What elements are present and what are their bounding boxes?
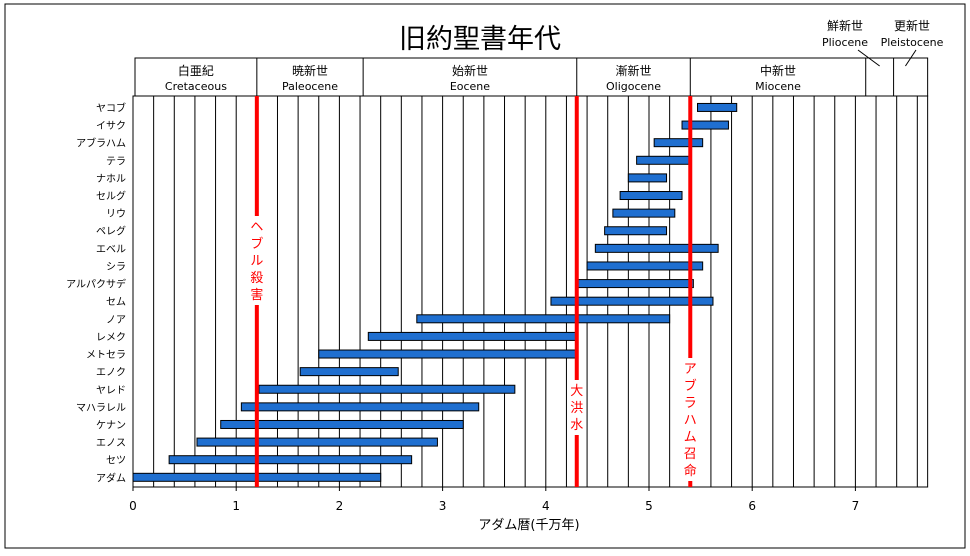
- x-tick-label: 1: [232, 499, 240, 513]
- event-label-bg: [249, 216, 264, 305]
- event-label-bg: [683, 358, 698, 481]
- event-label: 大洪水: [570, 384, 583, 433]
- category-label: セツ: [106, 455, 126, 467]
- category-label: アブラハム: [76, 137, 126, 150]
- epoch-leader-line: [905, 49, 917, 67]
- category-label: レメク: [96, 331, 126, 343]
- event-label: アブラハム召命: [684, 362, 697, 479]
- category-label: ノア: [106, 315, 126, 326]
- category-label: ペレグ: [96, 225, 126, 238]
- category-label: ヤコブ: [96, 101, 126, 114]
- category-label: テラ: [106, 155, 126, 167]
- epoch-label-en: Oligocene: [606, 80, 661, 93]
- bar: [240, 402, 480, 412]
- category-label: アルパクサデ: [66, 278, 126, 291]
- epoch-label-jp: 中新世: [760, 63, 796, 78]
- bar: [196, 437, 438, 447]
- bar: [586, 261, 704, 271]
- x-tick-label: 4: [542, 499, 550, 513]
- x-tick-label: 7: [852, 499, 860, 513]
- category-label: セルグ: [96, 190, 126, 203]
- bar: [550, 296, 714, 306]
- bar: [258, 384, 516, 394]
- category-label: マハラレル: [76, 402, 126, 414]
- epoch-label-jp: 漸新世: [616, 63, 652, 78]
- epoch-label-jp: 白亜紀: [178, 63, 214, 78]
- bar: [612, 208, 676, 218]
- epoch-label-en: Miocene: [755, 80, 801, 93]
- epoch-label-jp: 鮮新世: [827, 18, 863, 33]
- category-label: エベル: [96, 243, 126, 255]
- bar: [653, 138, 704, 148]
- x-tick-label: 6: [748, 499, 756, 513]
- category-label: リウ: [106, 208, 126, 220]
- chart-title: 旧約聖書年代: [399, 24, 561, 55]
- bar: [636, 155, 691, 165]
- bar: [697, 102, 738, 112]
- x-tick-label: 2: [336, 499, 344, 513]
- event-label-bg: [569, 380, 584, 435]
- bar: [619, 191, 683, 201]
- category-label: メトセラ: [86, 349, 126, 361]
- x-tick-label: 3: [439, 499, 447, 513]
- bar: [168, 455, 413, 465]
- category-label: アダム: [96, 471, 126, 484]
- category-label: エノス: [96, 438, 126, 449]
- x-axis-label: アダム暦(千万年): [478, 518, 579, 533]
- category-label: エノク: [96, 367, 126, 379]
- x-tick-label: 0: [129, 499, 137, 513]
- event-label: ヘブル殺害: [250, 220, 263, 303]
- bar: [627, 173, 668, 183]
- bar: [367, 331, 578, 341]
- epoch-label-jp: 始新世: [452, 63, 488, 78]
- epoch-label-en: Paleocene: [282, 80, 338, 93]
- category-label: シラ: [106, 261, 126, 273]
- x-tick-label: 5: [645, 499, 653, 513]
- epoch-label-en: Cretaceous: [165, 80, 227, 93]
- category-label: ケナン: [96, 419, 126, 431]
- bars: アダム セツ エノス ケナン マハラレル ヤレド エノク メトセラ レメク ノア セム アルパクサデ シ…: [66, 101, 738, 484]
- epoch-label-jp: 更新世: [894, 18, 930, 33]
- bar: [416, 314, 671, 324]
- category-label: セム: [106, 296, 126, 308]
- bar: [576, 279, 694, 289]
- bar: [220, 419, 464, 429]
- bar: [318, 349, 578, 359]
- category-label: ヤレド: [96, 385, 126, 396]
- category-label: ナホル: [96, 173, 126, 185]
- bar: [681, 120, 729, 130]
- epoch-band: 白亜紀 Cretaceous 暁新世 Paleocene 始新世 Eocene 漸新世 Oli…: [134, 18, 944, 97]
- bar: [299, 367, 399, 377]
- epoch-label-en: Eocene: [450, 80, 490, 93]
- epoch-label-en: Pliocene: [822, 36, 868, 49]
- epoch-leader-line: [857, 49, 880, 67]
- bar: [604, 226, 668, 236]
- category-label: イサク: [96, 120, 126, 132]
- epoch-band-frame: [134, 57, 929, 97]
- epoch-label-jp: 暁新世: [292, 63, 328, 78]
- axes: 0 1 2 3 4 5 6 7: [129, 487, 859, 513]
- epoch-label-en: Pleistocene: [881, 36, 944, 49]
- bar: [594, 243, 719, 253]
- outer-border: [4, 3, 966, 549]
